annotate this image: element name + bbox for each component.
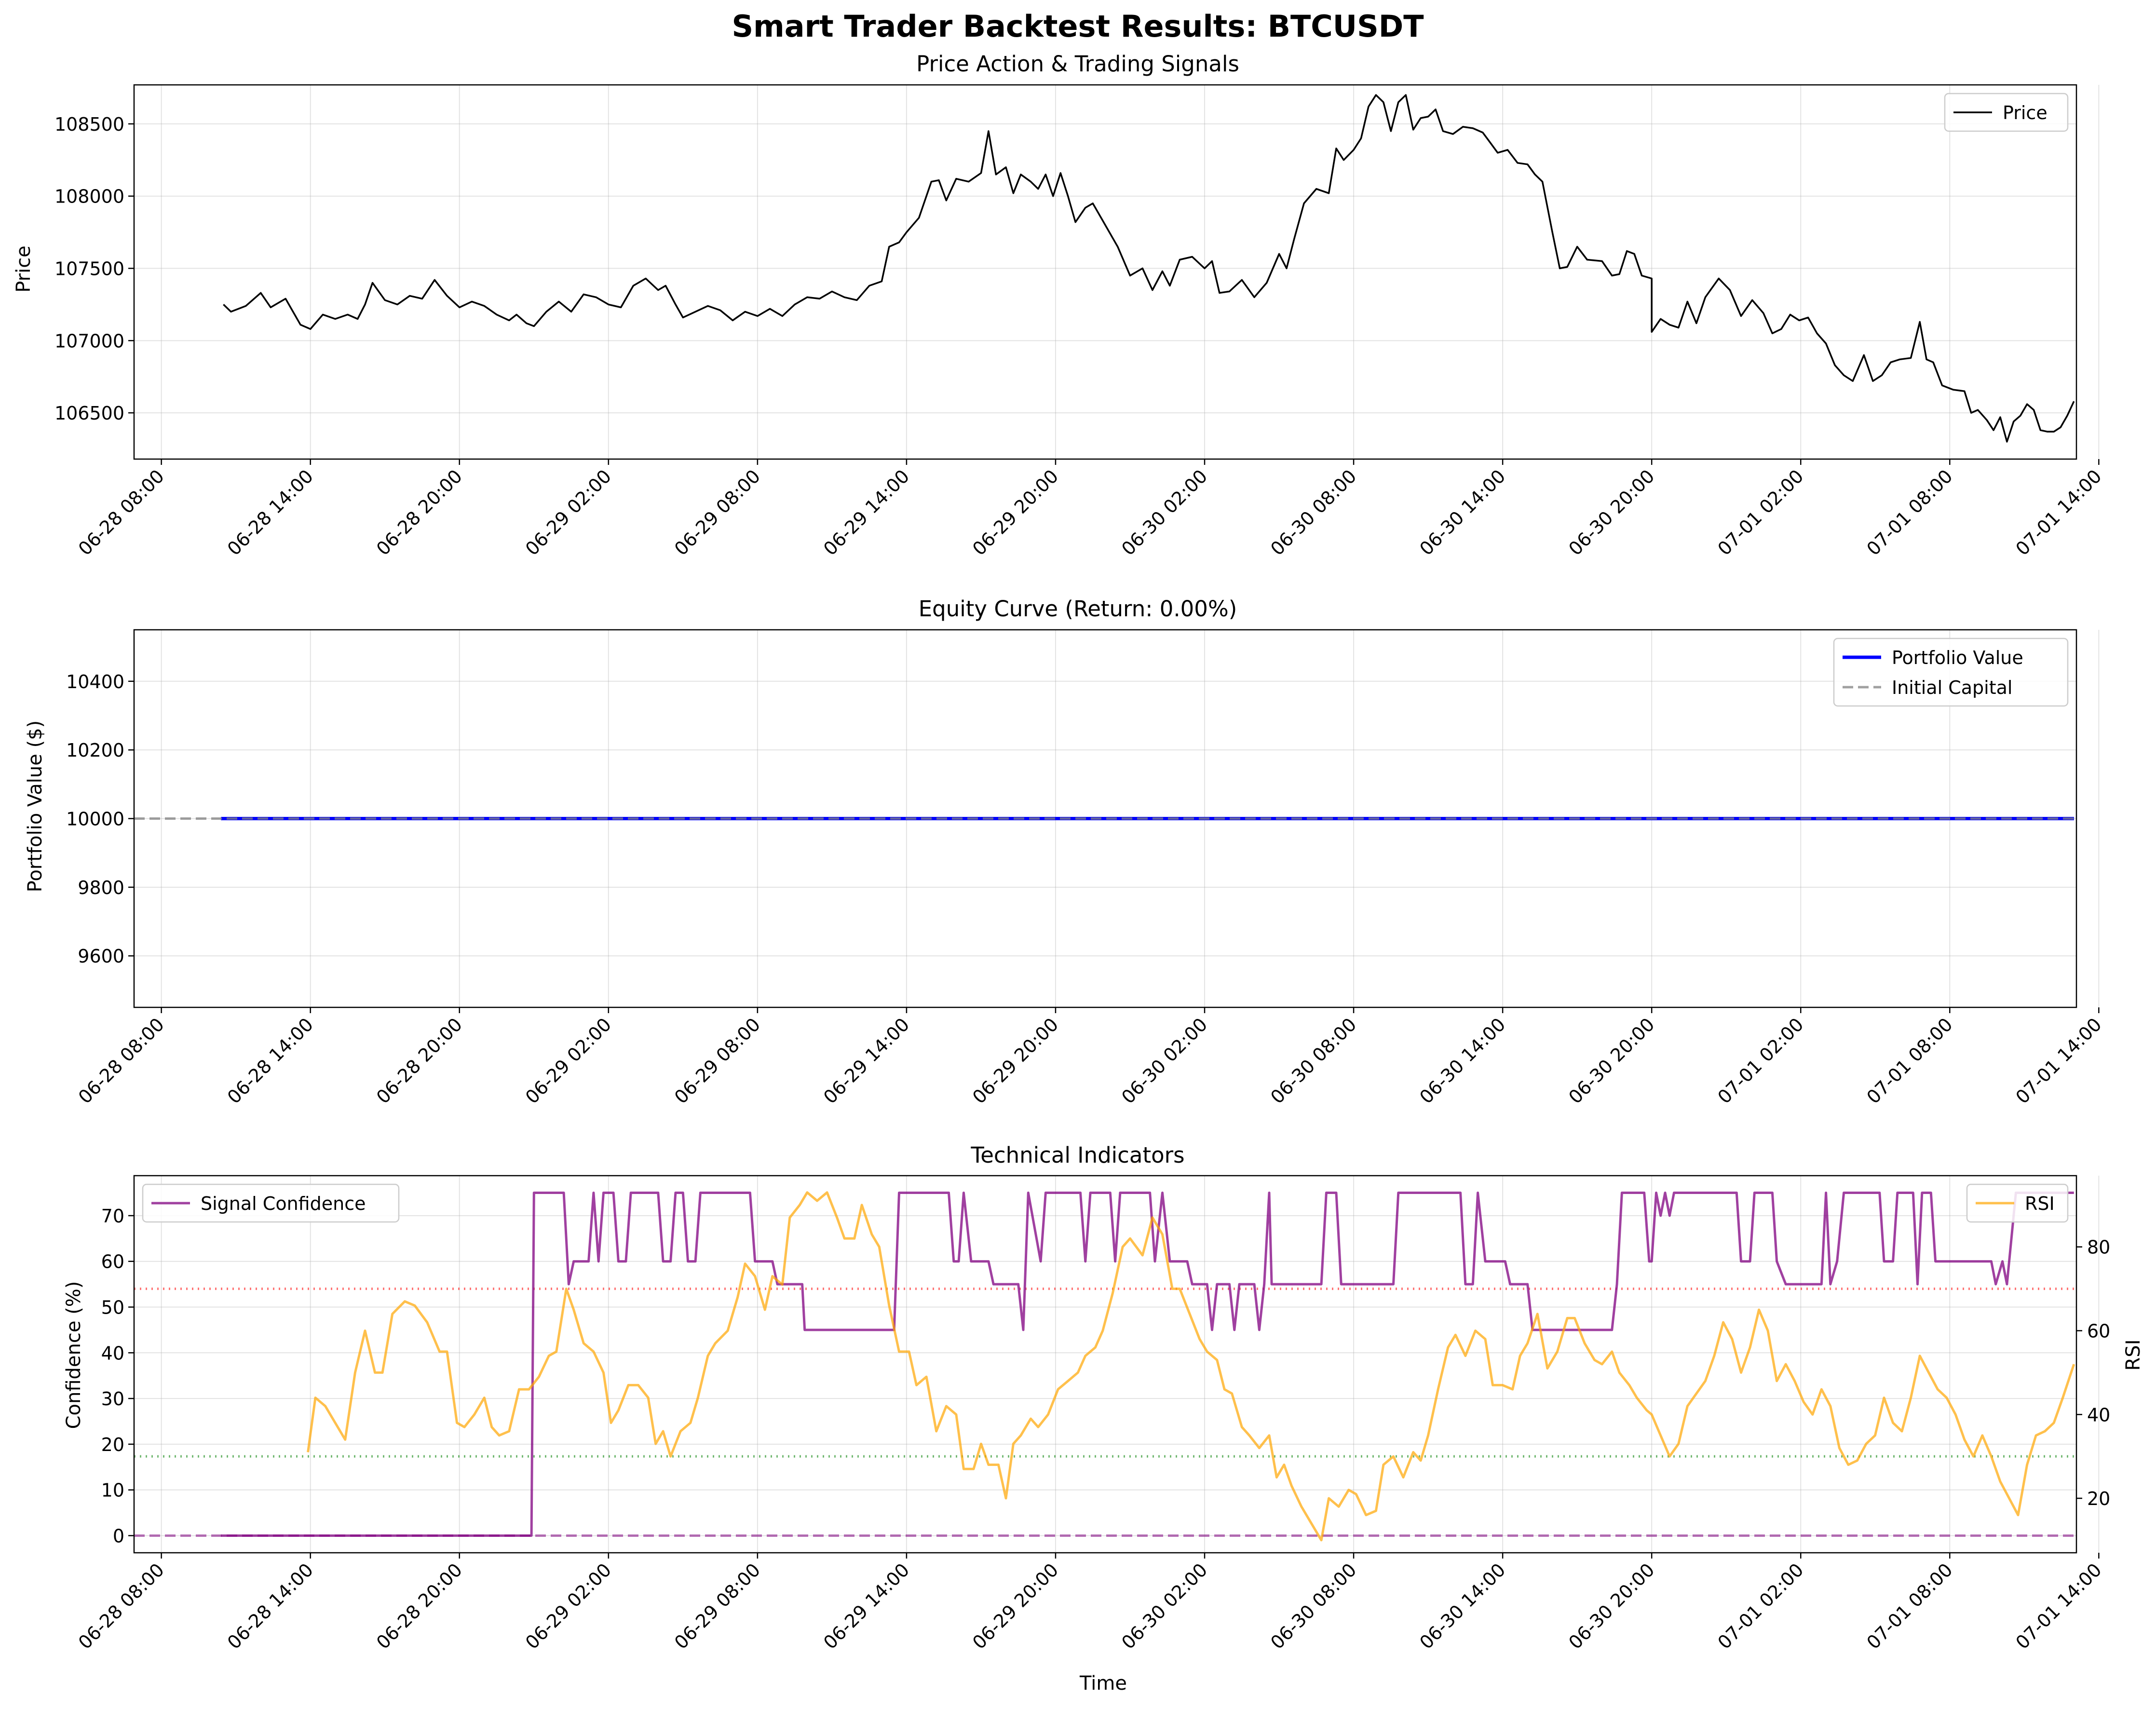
indicators-legend-box [1966, 1183, 2069, 1223]
equity-ytick-label: 9800 [78, 877, 124, 898]
price-ytick-label: 107500 [54, 258, 124, 280]
indicators-ytick-label: 40 [101, 1343, 124, 1364]
equity-legend-box [1833, 637, 2069, 707]
price-ytick-label: 108000 [54, 186, 124, 207]
indicators-legend-box [142, 1183, 400, 1223]
indicators-ytick-label: 60 [101, 1251, 124, 1273]
indicators-ytick-label: 50 [101, 1297, 124, 1318]
indicators-ytick-label: 20 [101, 1434, 124, 1455]
indicators-legend-label: Signal Confidence [201, 1193, 366, 1214]
equity-ytick-label: 10400 [66, 671, 124, 692]
equity-legend-label: Portfolio Value [1892, 647, 2023, 668]
equity-ylabel: Portfolio Value ($) [24, 720, 46, 892]
indicators-rsi-line [307, 1191, 2075, 1542]
indicators-ytick-label: 70 [101, 1206, 124, 1227]
equity-ytick-label: 10000 [66, 809, 124, 830]
indicators-panel-title: Technical Indicators [970, 1142, 1184, 1168]
price-legend-label: Price [2003, 102, 2048, 123]
price-legend-box [1944, 93, 2069, 132]
time-xlabel: Time [1079, 1672, 1127, 1695]
rsi-ylabel: RSI [2122, 1340, 2144, 1371]
price-ylabel: Price [13, 245, 35, 293]
indicators-ytick-right-label: 80 [2087, 1237, 2110, 1258]
indicators-signal-confidence-line [221, 1192, 2074, 1537]
figure-suptitle: Smart Trader Backtest Results: BTCUSDT [732, 9, 1424, 44]
equity-ytick-label: 10200 [66, 740, 124, 761]
indicators-ytick-right-label: 40 [2087, 1404, 2110, 1425]
equity-panel-title: Equity Curve (Return: 0.00%) [919, 596, 1237, 622]
indicators-ytick-label: 0 [113, 1525, 124, 1546]
price-axes-frame [133, 84, 2077, 460]
equity-legend-label: Initial Capital [1892, 677, 2012, 698]
indicators-axes-frame [133, 1175, 2077, 1554]
indicators-ytick-label: 30 [101, 1388, 124, 1410]
price-panel-title: Price Action & Trading Signals [916, 51, 1239, 77]
indicators-ytick-right-label: 60 [2087, 1320, 2110, 1342]
price-ytick-label: 107000 [54, 330, 124, 352]
equity-ytick-label: 9600 [78, 946, 124, 967]
indicators-ytick-label: 10 [101, 1480, 124, 1501]
indicators-ytick-right-label: 20 [2087, 1488, 2110, 1509]
price-ytick-label: 108500 [54, 114, 124, 135]
confidence-ylabel: Confidence (%) [63, 1281, 85, 1429]
price-ytick-label: 106500 [54, 403, 124, 424]
indicators-legend-label: RSI [2025, 1193, 2055, 1214]
price-price-line [223, 94, 2075, 443]
